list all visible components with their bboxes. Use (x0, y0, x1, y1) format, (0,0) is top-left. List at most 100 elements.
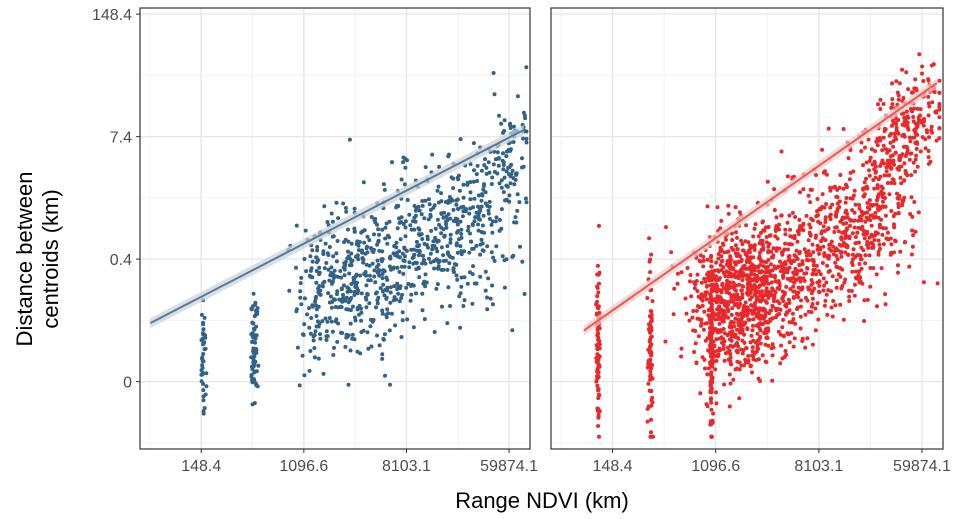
data-point (447, 261, 452, 266)
data-point (309, 316, 314, 320)
data-point (850, 196, 855, 201)
data-point (326, 267, 331, 272)
data-point (791, 270, 796, 275)
data-point (745, 254, 750, 259)
data-point (722, 382, 727, 387)
data-point (347, 137, 352, 142)
data-point (722, 315, 727, 320)
data-point (836, 272, 841, 277)
data-point (468, 231, 472, 236)
data-point (905, 124, 910, 129)
data-point (249, 307, 254, 312)
data-point (384, 221, 389, 226)
data-point (927, 135, 931, 140)
data-point (903, 154, 908, 158)
data-point (385, 241, 390, 246)
data-point (521, 136, 526, 141)
data-point (878, 138, 883, 143)
data-point (495, 171, 500, 176)
data-point (364, 305, 369, 310)
data-point (399, 296, 404, 300)
data-point (717, 276, 722, 280)
data-point (861, 163, 865, 168)
data-point (201, 327, 206, 332)
data-point (850, 269, 855, 274)
data-point (780, 262, 785, 267)
data-point (705, 283, 710, 288)
data-point (746, 281, 751, 286)
data-point (391, 266, 396, 271)
data-point (511, 124, 516, 129)
data-point (400, 292, 404, 297)
data-point (422, 216, 427, 221)
data-point (717, 304, 722, 309)
data-point (842, 215, 847, 220)
data-point (595, 374, 600, 379)
data-point (808, 200, 813, 205)
data-point (671, 312, 676, 317)
data-point (902, 115, 907, 120)
data-point (763, 274, 768, 279)
data-point (432, 266, 437, 271)
data-point (850, 208, 855, 213)
data-point (758, 299, 763, 304)
data-point (524, 200, 529, 205)
data-point (380, 311, 385, 316)
data-point (327, 278, 332, 283)
panel-border (139, 7, 531, 450)
data-point (767, 311, 772, 316)
data-point (847, 288, 851, 293)
data-point (726, 249, 731, 254)
data-point (386, 311, 391, 316)
data-point (374, 290, 379, 295)
data-point (927, 104, 932, 109)
data-point (486, 276, 491, 281)
data-point (760, 238, 765, 243)
data-point (735, 235, 739, 240)
data-point (867, 253, 872, 258)
data-point (201, 341, 206, 346)
data-point (876, 238, 881, 243)
data-point (663, 339, 668, 344)
data-point (651, 434, 656, 439)
data-point (399, 335, 404, 339)
data-point (472, 281, 477, 286)
data-point (359, 310, 364, 315)
data-point (334, 251, 339, 256)
data-point (866, 245, 871, 250)
data-point (715, 205, 720, 210)
data-point (900, 67, 905, 72)
data-point (862, 180, 867, 185)
data-point (368, 278, 373, 283)
data-point (842, 280, 847, 285)
data-point (360, 256, 365, 261)
data-point (443, 258, 448, 263)
data-point (764, 335, 769, 340)
data-point (492, 259, 497, 263)
data-point (733, 316, 738, 321)
data-point (785, 174, 790, 179)
data-point (690, 315, 695, 320)
data-point (699, 280, 704, 285)
data-point (878, 107, 883, 111)
data-point (648, 314, 653, 319)
data-point (757, 270, 762, 275)
data-point (250, 402, 255, 407)
data-point (648, 377, 653, 382)
data-point (837, 185, 842, 190)
data-point (700, 303, 705, 308)
data-point (868, 202, 873, 207)
data-point (883, 196, 888, 200)
data-point (494, 215, 499, 220)
data-point (332, 345, 336, 350)
data-point (915, 106, 920, 111)
data-point (377, 232, 381, 237)
data-point (359, 330, 364, 335)
data-point (740, 278, 745, 283)
data-point (358, 273, 363, 278)
data-point (346, 333, 351, 338)
data-point (298, 289, 303, 294)
data-point (843, 277, 848, 282)
data-point (381, 268, 386, 273)
data-point (751, 317, 756, 322)
